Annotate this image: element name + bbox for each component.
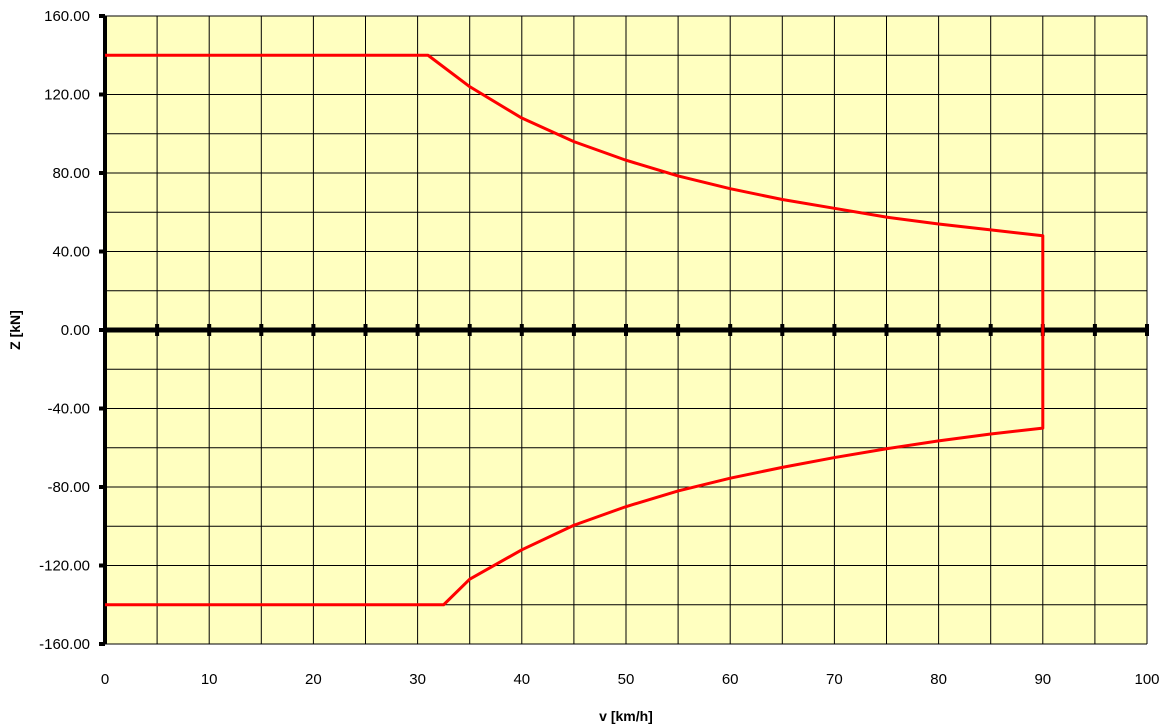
x-tick-label: 90 <box>1034 671 1051 688</box>
x-tick-label: 30 <box>409 671 426 688</box>
series-layer <box>105 53 1045 607</box>
x-tick-label: 70 <box>826 671 843 688</box>
y-tick-label: 80.00 <box>52 165 90 182</box>
y-axis-ticks: -160.00 -120.00 -80.00 -40.00 0.00 40.00 80.00… <box>39 8 90 653</box>
x-tick-label: 0 <box>101 671 109 688</box>
y-tick-label: 40.00 <box>52 244 90 261</box>
y-tick-label: 0.00 <box>61 322 90 339</box>
y-tick-label: 160.00 <box>44 8 90 25</box>
x-tick-label: 100 <box>1134 671 1159 688</box>
x-tick-label: 80 <box>930 671 947 688</box>
x-tick-label: 20 <box>305 671 322 688</box>
y-tick-label: 120.00 <box>44 87 90 104</box>
x-axis-title: v [km/h] <box>599 708 653 724</box>
x-tick-label: 40 <box>513 671 530 688</box>
x-tick-label: 60 <box>722 671 739 688</box>
y-tick-label: -160.00 <box>39 636 90 653</box>
x-tick-label: 50 <box>618 671 635 688</box>
series-line <box>105 53 1045 607</box>
y-tick-label: -80.00 <box>47 479 90 496</box>
y-tick-label: -120.00 <box>39 558 90 575</box>
x-axis-ticks: 0 10 20 30 40 50 60 70 80 90 100 <box>101 671 1160 688</box>
x-tick-label: 10 <box>201 671 218 688</box>
y-tick-label: -40.00 <box>47 401 90 418</box>
y-axis-title: Z [kN] <box>7 310 23 350</box>
